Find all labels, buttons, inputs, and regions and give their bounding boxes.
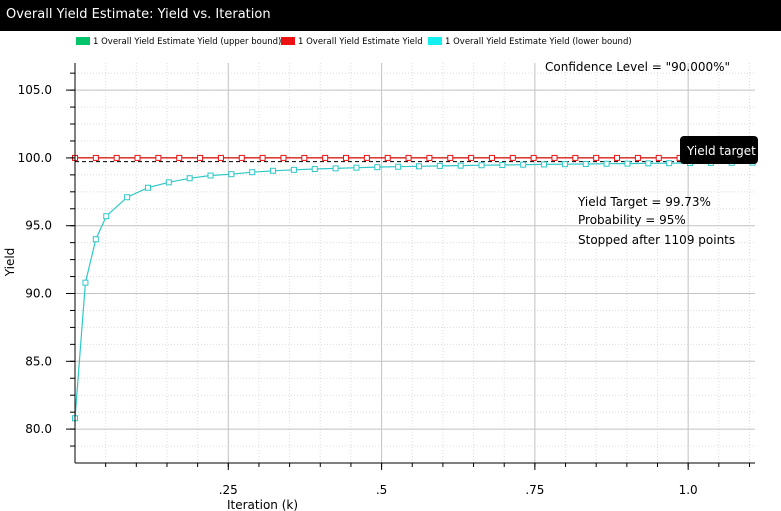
y-tick-label: 85.0 <box>25 354 52 368</box>
data-point-lower[interactable] <box>374 164 381 171</box>
data-point-lower[interactable] <box>124 194 131 201</box>
series-estimate <box>72 154 746 161</box>
data-point-estimate[interactable] <box>197 154 204 161</box>
data-point-estimate[interactable] <box>593 154 600 161</box>
y-tick-label: 105.0 <box>18 83 52 97</box>
y-axis-label: Yield <box>3 248 17 278</box>
data-point-lower[interactable] <box>436 162 443 169</box>
data-point-lower[interactable] <box>603 160 610 167</box>
data-point-lower[interactable] <box>541 161 548 168</box>
x-tick-label: .5 <box>376 483 387 497</box>
tick-labels: .25 .5 .75 1.0 80.0 85.0 90.0 95.0 100.0 105.0 <box>18 83 698 497</box>
data-point-lower[interactable] <box>332 165 339 172</box>
y-tick-label: 95.0 <box>25 219 52 233</box>
data-point-lower[interactable] <box>582 161 589 168</box>
data-point-lower[interactable] <box>186 175 193 182</box>
legend-swatch-estimate <box>281 37 295 45</box>
data-point-estimate[interactable] <box>363 154 370 161</box>
data-point-lower[interactable] <box>228 171 235 178</box>
legend-item-estimate[interactable]: 1 Overall Yield Estimate Yield <box>281 37 423 47</box>
series-layer <box>72 154 756 422</box>
data-point-estimate[interactable] <box>322 154 329 161</box>
data-point-estimate[interactable] <box>301 154 308 161</box>
x-tick-label: 1.0 <box>679 483 698 497</box>
data-point-estimate[interactable] <box>488 154 495 161</box>
data-point-lower[interactable] <box>395 163 402 170</box>
data-point-lower[interactable] <box>478 162 485 169</box>
x-tick-label: .25 <box>219 483 238 497</box>
legend-swatch-upper-bound <box>76 37 90 45</box>
series-lower <box>72 159 756 422</box>
data-point-lower[interactable] <box>249 169 256 176</box>
data-point-lower[interactable] <box>353 164 360 171</box>
data-point-estimate[interactable] <box>572 154 579 161</box>
data-point-lower[interactable] <box>415 163 422 170</box>
data-point-estimate[interactable] <box>217 154 224 161</box>
yield-target-tag-label: Yield target <box>686 144 756 158</box>
axes <box>66 63 755 470</box>
data-point-estimate[interactable] <box>176 154 183 161</box>
data-point-estimate[interactable] <box>238 154 245 161</box>
data-point-estimate[interactable] <box>468 154 475 161</box>
legend-label-lower-bound: 1 Overall Yield Estimate Yield (lower bo… <box>445 37 632 47</box>
data-point-lower[interactable] <box>645 160 652 167</box>
legend-label-upper-bound: 1 Overall Yield Estimate Yield (upper bo… <box>93 37 282 47</box>
data-point-estimate[interactable] <box>447 154 454 161</box>
data-point-estimate[interactable] <box>614 154 621 161</box>
data-point-lower[interactable] <box>165 179 172 186</box>
stopped-after-text: Stopped after 1109 points <box>578 233 735 247</box>
data-point-lower[interactable] <box>92 236 99 243</box>
y-tick-label: 100.0 <box>18 151 52 165</box>
legend-label-estimate: 1 Overall Yield Estimate Yield <box>298 37 423 47</box>
data-point-estimate[interactable] <box>509 154 516 161</box>
data-point-lower[interactable] <box>666 160 673 167</box>
window-title: Overall Yield Estimate: Yield vs. Iterat… <box>6 7 271 22</box>
data-point-estimate[interactable] <box>655 154 662 161</box>
data-point-estimate[interactable] <box>113 154 120 161</box>
chart-legend: 1 Overall Yield Estimate Yield (upper bo… <box>0 31 781 53</box>
probability-text: Probability = 95% <box>578 213 686 227</box>
data-point-estimate[interactable] <box>343 154 350 161</box>
data-point-estimate[interactable] <box>426 154 433 161</box>
data-point-lower[interactable] <box>499 161 506 168</box>
data-point-lower[interactable] <box>520 161 527 168</box>
confidence-level-label: Confidence Level = "90.000%" <box>545 60 730 74</box>
grid <box>75 63 755 463</box>
x-axis-label: Iteration (k) <box>227 498 298 511</box>
data-point-lower[interactable] <box>311 166 318 173</box>
data-point-estimate[interactable] <box>551 154 558 161</box>
data-point-lower[interactable] <box>270 167 277 174</box>
data-point-estimate[interactable] <box>405 154 412 161</box>
x-tick-label: .75 <box>525 483 544 497</box>
legend-swatch-lower-bound <box>428 37 442 45</box>
data-point-lower[interactable] <box>144 184 151 191</box>
data-point-estimate[interactable] <box>280 154 287 161</box>
y-tick-label: 80.0 <box>25 422 52 436</box>
legend-item-lower-bound[interactable]: 1 Overall Yield Estimate Yield (lower bo… <box>428 37 632 47</box>
data-point-estimate[interactable] <box>155 154 162 161</box>
data-point-lower[interactable] <box>207 172 214 179</box>
y-tick-label: 90.0 <box>25 287 52 301</box>
data-point-estimate[interactable] <box>134 154 141 161</box>
data-point-lower[interactable] <box>624 160 631 167</box>
data-point-estimate[interactable] <box>530 154 537 161</box>
data-point-estimate[interactable] <box>634 154 641 161</box>
data-point-lower[interactable] <box>290 166 297 173</box>
data-point-lower[interactable] <box>457 162 464 169</box>
yield-target-tag[interactable]: Yield target <box>680 136 758 164</box>
data-point-lower[interactable] <box>103 213 110 220</box>
yield-target-text: Yield Target = 99.73% <box>577 195 711 209</box>
data-point-lower[interactable] <box>561 161 568 168</box>
data-point-estimate[interactable] <box>259 154 266 161</box>
data-point-estimate[interactable] <box>92 154 99 161</box>
data-point-lower[interactable] <box>82 279 89 286</box>
window-title-bar: Overall Yield Estimate: Yield vs. Iterat… <box>0 0 781 31</box>
data-point-estimate[interactable] <box>384 154 391 161</box>
legend-item-upper-bound[interactable]: 1 Overall Yield Estimate Yield (upper bo… <box>76 37 281 47</box>
